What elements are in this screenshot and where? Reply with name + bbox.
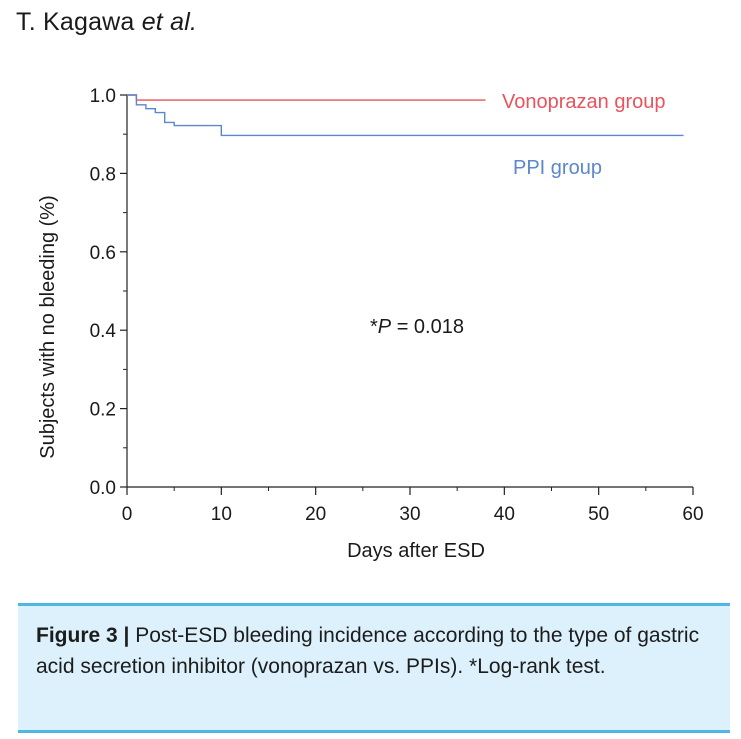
x-axis-label: Days after ESD (347, 540, 485, 562)
x-tick-label: 30 (399, 504, 420, 525)
y-axis-label: Subjects with no bleeding (%) (37, 195, 59, 458)
author-name: T. Kagawa (16, 8, 135, 36)
series-line-ppi (127, 94, 684, 137)
survival-chart: 0.0 0.2 0.4 0.6 0.8 1.0 0 10 20 30 40 50 60 Days afte… (37, 86, 704, 562)
y-tick-label: 0.6 (90, 243, 116, 264)
series-label-vonoprazan: Vonoprazan group (502, 91, 665, 113)
author-suffix: et al. (141, 8, 198, 36)
y-tick-label: 0.4 (90, 321, 117, 342)
y-tick-label: 0.8 (90, 164, 116, 185)
x-tick-label: 20 (305, 504, 326, 525)
figure-caption-text: Post-ESD bleeding incidence according to… (36, 624, 700, 678)
p-value-annotation: *P = 0.018 (370, 316, 464, 338)
x-tick-label: 40 (494, 504, 515, 525)
chart-labels: 0.0 0.2 0.4 0.6 0.8 1.0 0 10 20 30 40 50 60 Days afte… (37, 86, 704, 562)
y-tick-label: 0.2 (90, 400, 116, 421)
series-line-vonoprazan (127, 94, 486, 101)
figure-caption: Figure 3 | Post-ESD bleeding incidence a… (18, 603, 730, 733)
chart-axes (120, 94, 694, 495)
y-tick-label: 1.0 (90, 86, 116, 107)
x-tick-label: 0 (122, 504, 133, 525)
series-label-ppi: PPI group (513, 157, 602, 179)
figure-label: Figure 3 | (36, 624, 130, 647)
chart-series (127, 94, 684, 137)
x-tick-label: 60 (682, 504, 703, 525)
x-tick-label: 10 (211, 504, 232, 525)
running-header: T. Kagawa et al. (16, 8, 197, 37)
x-tick-label: 50 (588, 504, 609, 525)
y-tick-label: 0.0 (90, 478, 116, 499)
